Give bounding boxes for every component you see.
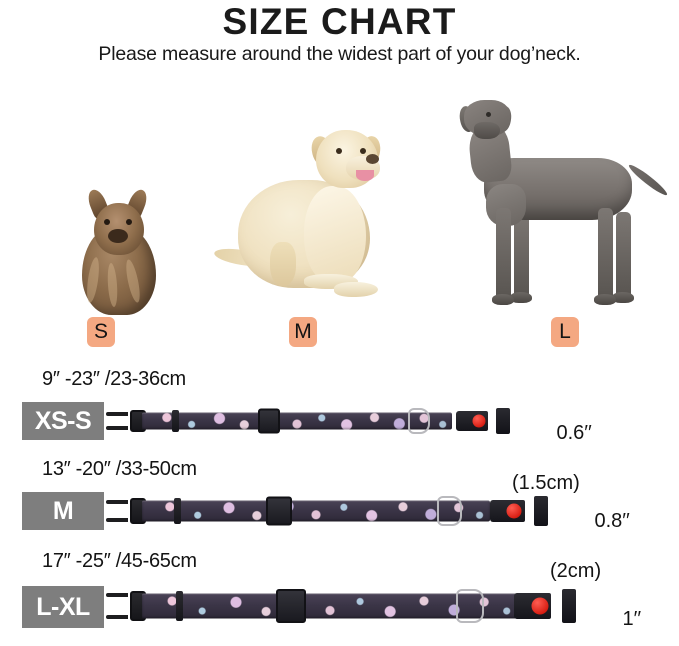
strap-width-inches: 0.6′′ [556, 422, 592, 444]
dog-paw [510, 292, 532, 303]
buckle-prong [106, 615, 128, 619]
size-badge-m: M [289, 317, 317, 347]
dog-eye [486, 112, 491, 117]
collar-row-xs-s: 9″ -23″ /23-36cm XS-S 0.6 [0, 364, 679, 494]
collar-graphic [106, 584, 576, 628]
page-subtitle: Please measure around the widest part of… [98, 43, 581, 65]
dog-nose [366, 154, 379, 164]
size-tag-m: M [22, 492, 104, 530]
strap-width-label: 1′′ (2.5cm) [578, 582, 646, 646]
dog-snout [474, 122, 500, 139]
side-release-buckle-prong-icon [106, 410, 146, 432]
strap-slider-icon [176, 591, 183, 621]
strap-width-cm: (2cm) [550, 560, 602, 582]
center-adjuster-buckle-icon [276, 589, 306, 623]
dog-front-leg [496, 208, 511, 300]
red-release-button-icon [506, 503, 522, 519]
dog-hind-leg [598, 208, 613, 300]
neck-range-label: 9″ -23″ /23-36cm [42, 368, 186, 390]
strap-slider-icon [172, 410, 179, 432]
collar-graphic [106, 404, 510, 438]
dog-eye-left [104, 219, 110, 225]
neck-range-label: 17″ -25″ /45-65cm [42, 550, 197, 572]
buckle-cap [562, 589, 576, 623]
collar-row-m: 13″ -20″ /33-50cm M 0.8′′ [0, 454, 679, 582]
strap-width-inches: 1′′ [622, 608, 642, 630]
strap-slider-icon [174, 498, 181, 524]
side-release-buckle-housing-icon [456, 408, 510, 434]
collar-row-l-xl: 17″ -25″ /45-65cm L-XL 1′ [0, 546, 679, 642]
dog-chest [304, 186, 366, 282]
floral-print-strap [142, 500, 490, 522]
buckle-prong [106, 518, 128, 522]
size-tag-xs-s: XS-S [22, 402, 104, 440]
dog-eye-left [336, 148, 342, 154]
d-ring-icon [408, 408, 430, 434]
dog-eye-right [126, 219, 132, 225]
buckle-cap [534, 496, 548, 526]
buckle-cap [496, 408, 510, 434]
red-release-button-icon [472, 414, 486, 428]
strap-width-cm: (1.5cm) [512, 472, 580, 494]
strap-width-label: 0.6′′ (1.5cm) [512, 396, 592, 546]
great-dane-standing-icon [452, 96, 674, 318]
center-adjuster-buckle-icon [266, 496, 292, 526]
dog-paw [594, 294, 616, 305]
size-tag-l-xl: L-XL [22, 586, 104, 628]
dog-eye-right [360, 148, 366, 154]
center-adjuster-buckle-icon [258, 408, 280, 434]
side-release-buckle-prong-icon [106, 591, 146, 621]
buckle-prong [106, 593, 128, 597]
dog-illustrations-row [0, 80, 679, 325]
dog-snout [108, 229, 128, 243]
size-badge-l: L [551, 317, 579, 347]
red-release-button-icon [531, 597, 549, 615]
floral-print-strap [142, 593, 518, 619]
dog-front-leg [514, 212, 529, 298]
strap-width-inches: 0.8′′ [594, 510, 630, 532]
dog-hind-leg [270, 242, 296, 286]
side-release-buckle-housing-icon [490, 496, 548, 526]
neck-range-label: 13″ -20″ /33-50cm [42, 458, 197, 480]
dog-front-paw [334, 282, 378, 297]
yorkshire-terrier-sitting-icon [66, 185, 170, 317]
size-badge-s: S [87, 317, 115, 347]
dog-paw [492, 294, 514, 305]
dog-hind-leg [616, 212, 631, 298]
strap-width-label: 0.8′′ (2cm) [550, 484, 630, 634]
floral-print-strap [142, 412, 452, 430]
d-ring-icon [437, 496, 462, 526]
dog-tongue [356, 170, 374, 181]
side-release-buckle-prong-icon [106, 498, 146, 524]
dog-paw [612, 292, 634, 303]
yellow-labrador-sitting-icon [208, 122, 396, 318]
buckle-prong [106, 500, 128, 504]
side-release-buckle-housing-icon [514, 589, 576, 623]
buckle-prong [106, 426, 128, 430]
collar-rows: 9″ -23″ /23-36cm XS-S 0.6 [0, 364, 679, 646]
buckle-prong [106, 412, 128, 416]
d-ring-icon [456, 589, 484, 623]
page-title: SIZE CHART [222, 1, 457, 42]
dog-tail [626, 162, 670, 198]
collar-graphic [106, 492, 548, 530]
